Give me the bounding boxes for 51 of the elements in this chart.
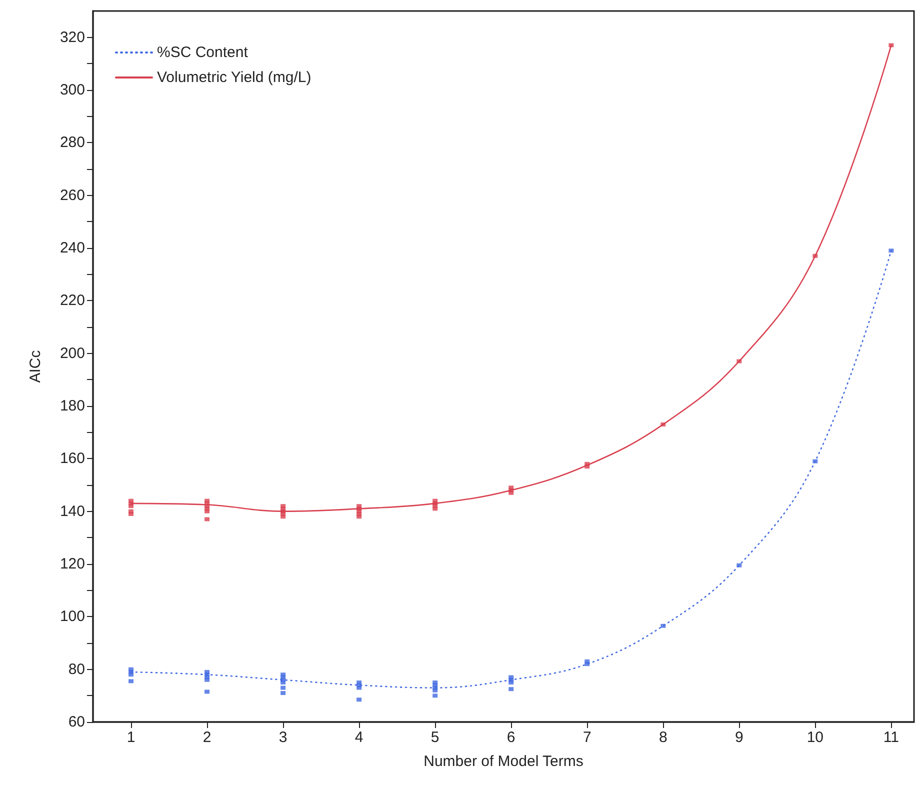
y-tick-label: 320 <box>60 28 85 46</box>
point <box>128 512 134 516</box>
point <box>508 687 514 692</box>
y-tick-label: 260 <box>60 186 85 204</box>
point <box>204 678 210 682</box>
y-tick-label: 280 <box>60 134 85 152</box>
point <box>280 686 286 690</box>
point <box>432 688 438 692</box>
point <box>128 679 134 684</box>
x-tick-label: 11 <box>883 729 899 746</box>
legend-label: %SC Content <box>157 44 249 61</box>
point <box>356 686 362 690</box>
y-tick-label: 160 <box>60 450 85 468</box>
x-tick-label: 6 <box>506 729 516 746</box>
x-tick-label: 10 <box>806 729 824 746</box>
x-tick-label: 2 <box>202 729 212 746</box>
point <box>508 680 514 684</box>
x-tick-label: 4 <box>354 729 364 746</box>
x-tick-label: 3 <box>278 729 288 746</box>
point <box>280 514 286 519</box>
y-tick-label: 200 <box>60 344 85 362</box>
y-tick-label: 120 <box>60 556 85 572</box>
point <box>128 672 134 677</box>
y-tick-label: 220 <box>60 292 85 310</box>
point <box>204 509 210 514</box>
point <box>432 506 438 511</box>
x-tick-label: 5 <box>430 729 440 746</box>
point <box>888 248 894 253</box>
x-tick-label: 9 <box>734 729 744 746</box>
y-tick-label: 300 <box>60 82 85 98</box>
x-tick-label: 1 <box>126 729 136 746</box>
y-axis-title: AICc <box>27 350 44 383</box>
y-tick-label: 180 <box>60 398 85 414</box>
point <box>128 504 134 508</box>
y-tick-label: 80 <box>68 660 85 678</box>
point <box>432 694 438 698</box>
legend-label: Volumetric Yield (mg/L) <box>157 69 312 86</box>
point <box>204 690 210 694</box>
point <box>356 698 362 702</box>
x-tick-label: 8 <box>658 729 668 746</box>
point <box>204 517 210 522</box>
x-axis-title: Number of Model Terms <box>424 753 584 770</box>
y-tick-label: 60 <box>68 714 85 730</box>
point <box>508 490 514 495</box>
y-tick-label: 140 <box>60 502 85 520</box>
y-tick-label: 240 <box>60 240 85 256</box>
point <box>280 691 286 696</box>
point <box>356 514 362 519</box>
point <box>280 680 286 684</box>
y-tick-label: 100 <box>60 608 85 626</box>
x-tick-label: 7 <box>582 729 592 746</box>
